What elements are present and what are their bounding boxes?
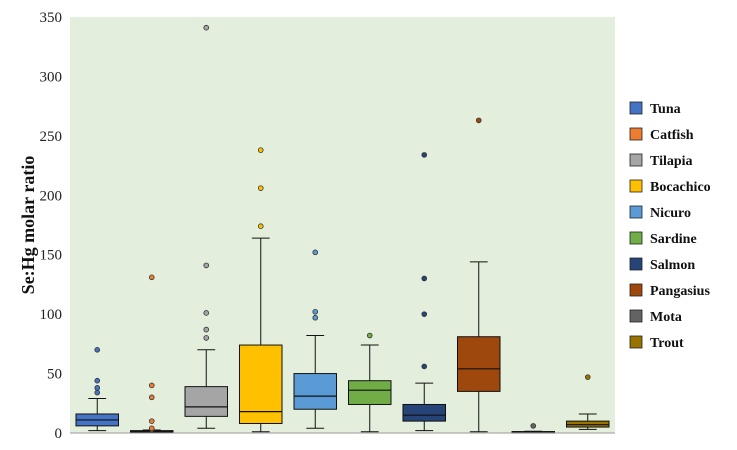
outlier-point — [475, 117, 482, 124]
outlier-point — [312, 308, 319, 315]
legend-item-trout: Trout — [629, 335, 684, 351]
y-tick-label: 50 — [47, 367, 62, 383]
outlier-point — [203, 262, 210, 269]
legend-label: Nicuro — [650, 206, 691, 221]
outlier-point — [148, 382, 155, 389]
box-sardine — [347, 332, 392, 433]
outlier-point — [203, 310, 210, 316]
box-nicuro — [293, 249, 338, 429]
legend-swatch — [629, 231, 643, 245]
outlier-point — [148, 274, 155, 281]
legend-label: Tilapia — [650, 154, 693, 169]
box-salmon — [402, 152, 447, 432]
outlier-point — [148, 394, 155, 401]
legend-item-bocachico: Bocachico — [629, 179, 711, 195]
box-catfish — [129, 274, 174, 433]
outlier-point — [312, 314, 319, 321]
box-pangasius — [456, 117, 501, 433]
outlier-point — [421, 363, 428, 370]
outlier-point — [203, 326, 210, 333]
legend-label: Tuna — [650, 102, 681, 117]
legend-label: Salmon — [650, 258, 695, 273]
outlier-point — [530, 423, 537, 429]
box-trout — [565, 374, 610, 430]
y-tick-label: 100 — [40, 307, 63, 323]
y-axis-label: Se:Hg molar ratio — [18, 156, 38, 295]
outlier-point — [257, 147, 264, 153]
legend-item-nicuro: Nicuro — [629, 205, 691, 221]
outlier-point — [148, 418, 155, 424]
legend-swatch — [629, 101, 643, 115]
y-tick-label: 300 — [40, 69, 63, 85]
outlier-point — [203, 24, 210, 31]
box-tuna — [75, 346, 120, 432]
legend: Tuna Catfish Tilapia Bocachico Nicuro Sardine… — [629, 101, 711, 351]
legend-label: Catfish — [650, 128, 694, 143]
outlier-point — [421, 311, 428, 317]
legend-label: Trout — [650, 336, 684, 351]
legend-swatch — [629, 179, 643, 193]
legend-item-tuna: Tuna — [629, 101, 681, 117]
outlier-point — [312, 249, 319, 256]
outlier-point — [94, 389, 101, 396]
legend-label: Bocachico — [650, 180, 711, 195]
legend-label: Pangasius — [650, 284, 710, 299]
legend-swatch — [629, 127, 643, 141]
iqr-box — [347, 380, 392, 405]
legend-label: Mota — [650, 310, 682, 325]
iqr-box — [184, 386, 229, 417]
outlier-point — [366, 332, 373, 339]
plot-area — [70, 17, 615, 433]
legend-item-sardine: Sardine — [629, 231, 697, 247]
legend-label: Sardine — [650, 232, 697, 247]
y-tick-label: 250 — [40, 129, 63, 145]
outlier-point — [94, 377, 101, 384]
legend-swatch — [629, 309, 643, 323]
legend-item-mota: Mota — [629, 309, 682, 325]
outlier-point — [257, 185, 264, 191]
legend-item-tilapia: Tilapia — [629, 153, 693, 169]
outlier-point — [584, 374, 591, 380]
outlier-point — [257, 223, 264, 229]
y-tick-label: 200 — [40, 188, 63, 204]
box-series — [75, 24, 610, 434]
y-axis-ticks: 0 50 100 150 200 250 300 350 — [40, 10, 63, 442]
legend-swatch — [629, 335, 643, 349]
legend-swatch — [629, 283, 643, 297]
box-bocachico — [238, 147, 283, 433]
iqr-box — [238, 344, 283, 424]
y-tick-label: 0 — [55, 426, 63, 442]
iqr-box — [402, 403, 447, 422]
y-tick-label: 150 — [40, 248, 63, 264]
outlier-point — [148, 425, 155, 432]
legend-swatch — [629, 153, 643, 167]
outlier-point — [421, 275, 428, 282]
legend-swatch — [629, 205, 643, 219]
iqr-box — [293, 373, 338, 410]
legend-item-salmon: Salmon — [629, 257, 695, 273]
legend-item-catfish: Catfish — [629, 127, 694, 143]
outlier-point — [203, 335, 210, 341]
legend-swatch — [629, 257, 643, 271]
iqr-box — [456, 336, 501, 392]
outlier-point — [94, 346, 101, 353]
y-tick-label: 350 — [40, 10, 63, 26]
outlier-point — [421, 152, 428, 158]
legend-item-pangasius: Pangasius — [629, 283, 710, 299]
box-tilapia — [184, 24, 229, 429]
outlier-point — [94, 385, 101, 391]
